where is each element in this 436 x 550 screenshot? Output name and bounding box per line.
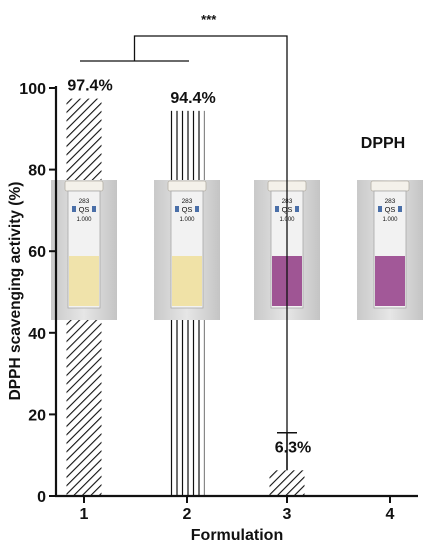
data-label-2: 94.4% xyxy=(170,90,215,107)
y-tick-label: 60 xyxy=(28,244,46,261)
dpph-annotation: DPPH xyxy=(361,135,405,152)
svg-text:1.000: 1.000 xyxy=(179,217,195,223)
svg-text:QS: QS xyxy=(79,205,90,214)
data-label-3: 6.3% xyxy=(275,439,311,456)
y-tick-label: 80 xyxy=(28,163,46,180)
y-tick-label: 100 xyxy=(19,81,46,98)
y-tick-label: 40 xyxy=(28,326,46,343)
y-tick-label: 0 xyxy=(37,489,46,506)
data-label-1: 97.4% xyxy=(67,78,112,95)
x-tick-label: 4 xyxy=(386,506,395,523)
sig-label: *** xyxy=(201,12,217,27)
svg-text:QS: QS xyxy=(182,205,193,214)
svg-text:1.000: 1.000 xyxy=(76,217,92,223)
x-tick-label: 3 xyxy=(283,506,292,523)
x-axis-label: Formulation xyxy=(191,527,283,544)
bar-3 xyxy=(269,470,305,496)
x-tick-label: 2 xyxy=(183,506,192,523)
y-tick-label: 20 xyxy=(28,407,46,424)
svg-text:283: 283 xyxy=(182,198,193,205)
x-tick-label: 1 xyxy=(80,506,89,523)
svg-text:283: 283 xyxy=(79,198,90,205)
svg-text:QS: QS xyxy=(385,205,396,214)
sig-bracket xyxy=(133,35,288,433)
svg-text:283: 283 xyxy=(385,198,396,205)
y-axis-label: DPPH scavenging activity (%) xyxy=(7,182,24,401)
svg-text:1.000: 1.000 xyxy=(382,217,398,223)
